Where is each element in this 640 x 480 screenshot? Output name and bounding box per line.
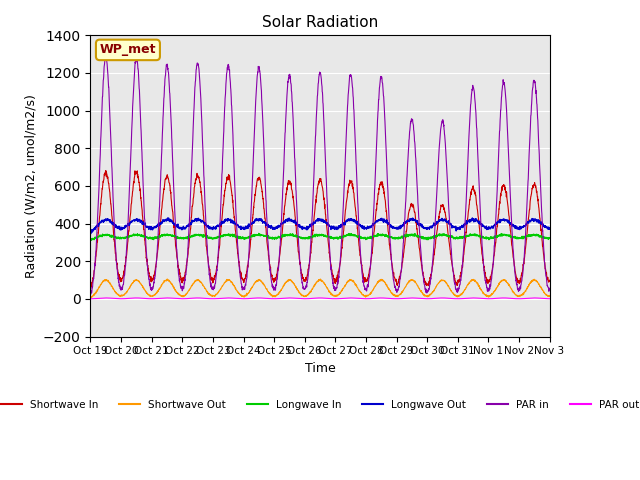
PAR in [506,170,513,176]
Shortwave Out [546,293,554,299]
Shortwave Out [333,292,340,298]
PAR out [505,295,513,301]
Longwave Out [468,215,476,221]
Y-axis label: Radiation (W/m2, umol/m2/s): Radiation (W/m2, umol/m2/s) [24,94,37,278]
Shortwave In [506,216,513,222]
Shortwave In [333,276,340,282]
X-axis label: Time: Time [305,362,335,375]
Longwave Out [546,226,554,232]
PAR out [518,296,525,301]
Line: Shortwave In: Shortwave In [90,171,550,289]
Title: Solar Radiation: Solar Radiation [262,15,378,30]
Longwave In [86,237,94,243]
PAR out [452,296,460,301]
Shortwave Out [343,279,351,285]
Line: PAR out: PAR out [90,298,550,299]
PAR in [343,117,351,123]
Shortwave Out [518,292,525,298]
Line: Longwave Out: Longwave Out [90,218,550,234]
PAR in [87,291,95,297]
PAR in [518,275,526,281]
PAR in [102,54,110,60]
Longwave In [87,237,95,243]
Line: Longwave In: Longwave In [90,233,550,240]
Shortwave In [343,196,351,202]
Shortwave In [87,286,95,292]
PAR in [453,289,461,295]
Longwave Out [86,229,94,235]
Line: Shortwave Out: Shortwave Out [90,279,550,298]
Longwave Out [87,231,95,237]
Shortwave Out [163,276,171,282]
PAR in [333,285,340,291]
Longwave Out [518,225,526,230]
Longwave In [453,235,461,241]
Longwave In [518,233,526,239]
Longwave Out [506,221,513,227]
Shortwave Out [215,289,223,295]
Shortwave In [86,286,94,292]
Longwave Out [333,224,340,230]
PAR in [86,289,94,295]
PAR out [333,296,340,301]
Longwave In [333,235,340,240]
PAR in [215,240,223,246]
Longwave In [506,233,513,239]
Shortwave In [453,282,461,288]
Shortwave Out [86,295,94,301]
Longwave In [215,233,223,239]
Shortwave In [546,278,554,284]
PAR out [342,295,350,301]
PAR in [546,286,554,291]
Text: WP_met: WP_met [100,43,156,57]
Longwave In [255,230,262,236]
Longwave In [546,235,554,241]
Shortwave Out [505,282,513,288]
Line: PAR in: PAR in [90,57,550,294]
Shortwave In [131,168,139,174]
PAR out [546,296,554,301]
Longwave In [343,232,351,238]
Legend: Shortwave In, Shortwave Out, Longwave In, Longwave Out, PAR in, PAR out: Shortwave In, Shortwave Out, Longwave In… [0,396,640,414]
Shortwave In [518,270,526,276]
Shortwave Out [453,293,461,299]
Longwave Out [343,217,351,223]
Longwave Out [453,226,461,232]
PAR out [86,296,94,302]
Shortwave In [215,248,223,253]
Longwave Out [215,223,223,229]
PAR out [531,295,538,301]
PAR out [214,296,222,301]
